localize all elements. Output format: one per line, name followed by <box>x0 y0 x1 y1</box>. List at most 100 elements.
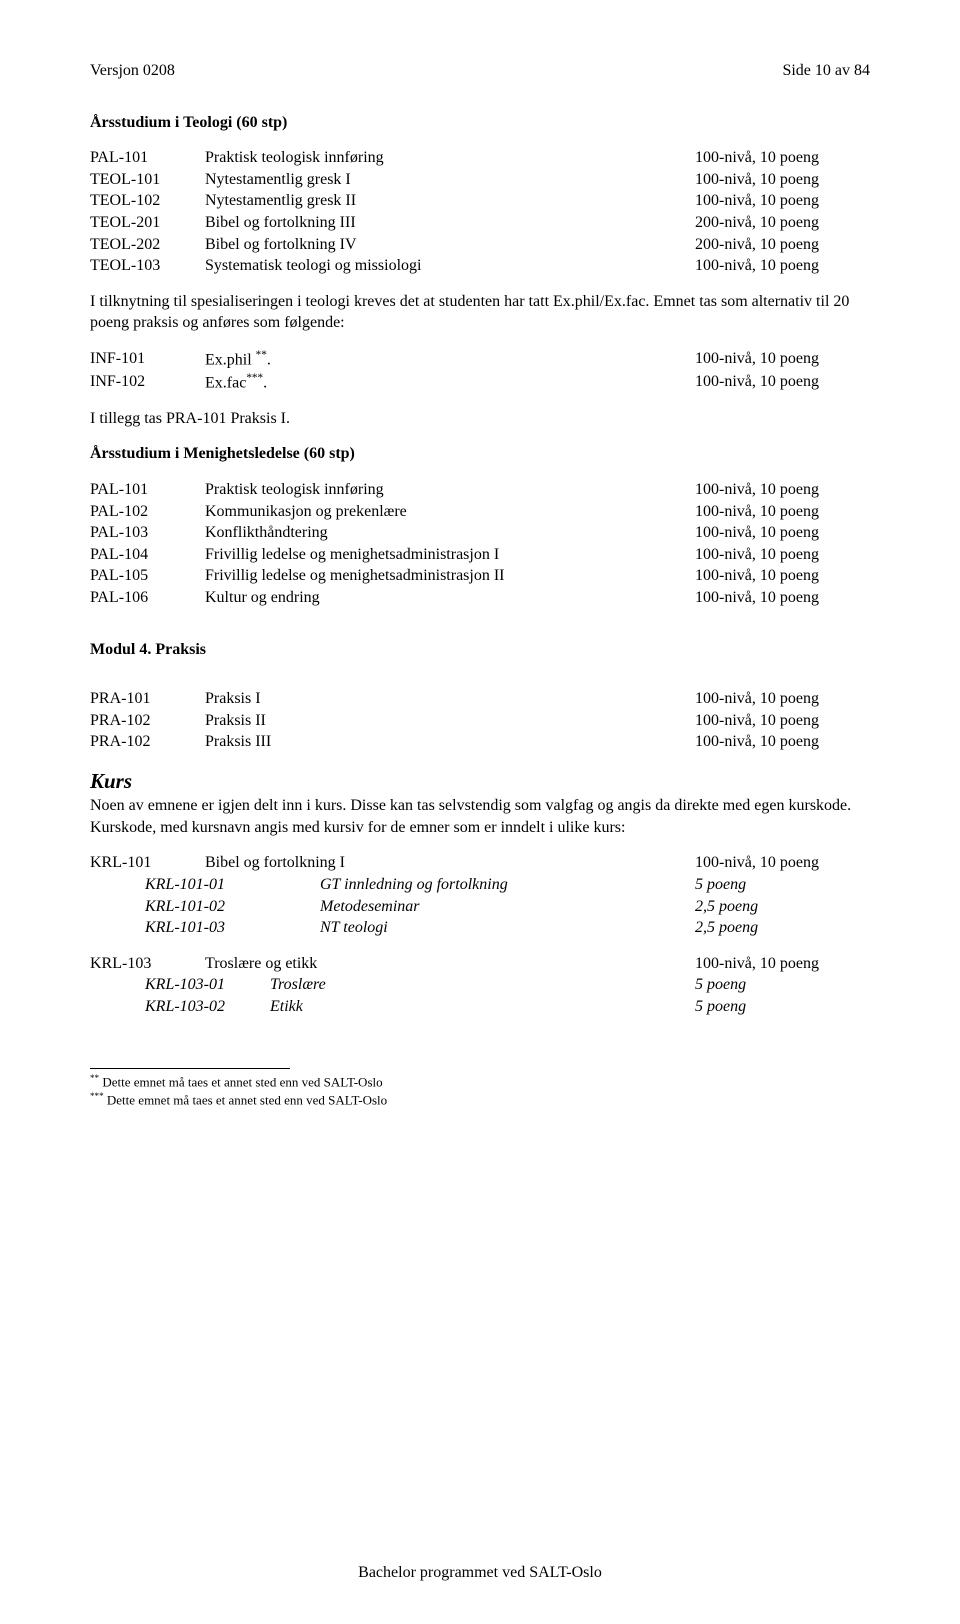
table-row: INF-102 Ex.fac***. 100-nivå, 10 poeng <box>90 371 870 394</box>
course-name: Etikk <box>270 996 695 1018</box>
course-name: Troslære <box>270 974 695 996</box>
table-row: KRL-101-03 NT teologi2,5 poeng <box>90 917 870 939</box>
punct: . <box>263 374 267 391</box>
course-code: KRL-101-01 <box>145 874 260 896</box>
course-name: Ex.fac***. <box>205 371 695 394</box>
course-code: KRL-101-02 <box>145 896 260 918</box>
course-code: PAL-106 <box>90 587 205 609</box>
course-name-text: Ex.fac <box>205 374 246 391</box>
kurs-title: Kurs <box>90 767 870 795</box>
course-points: 100-nivå, 10 poeng <box>695 147 870 169</box>
section1-table: PAL-101Praktisk teologisk innføring100-n… <box>90 147 870 277</box>
footnote-2: *** Dette emnet må taes et annet sted en… <box>90 1091 870 1109</box>
course-points: 200-nivå, 10 poeng <box>695 234 870 256</box>
course-points: 100-nivå, 10 poeng <box>695 479 870 501</box>
course-points: 2,5 poeng <box>695 917 870 939</box>
course-points: 100-nivå, 10 poeng <box>695 731 870 753</box>
table-row: KRL-101-01GT innledning og fortolkning5 … <box>90 874 870 896</box>
table-row: KRL-103Troslære og etikk100-nivå, 10 poe… <box>90 953 870 975</box>
table-row: KRL-101-02Metodeseminar2,5 poeng <box>90 896 870 918</box>
course-points: 200-nivå, 10 poeng <box>695 212 870 234</box>
footnote-marker: *** <box>90 1091 104 1101</box>
course-code: KRL-103-01 <box>145 974 260 996</box>
course-code: PRA-102 <box>90 710 205 732</box>
course-code: KRL-103-02 <box>145 996 260 1018</box>
section1-paragraph: I tilknytning til spesialiseringen i teo… <box>90 291 870 334</box>
section1-paragraph2: I tillegg tas PRA-101 Praksis I. <box>90 408 870 430</box>
course-code: PAL-101 <box>90 479 205 501</box>
course-name: Frivillig ledelse og menighetsadministra… <box>205 544 695 566</box>
course-points: 100-nivå, 10 poeng <box>695 501 870 523</box>
course-code: KRL-103 <box>90 953 205 975</box>
course-points: 100-nivå, 10 poeng <box>695 348 870 371</box>
course-points: 100-nivå, 10 poeng <box>695 522 870 544</box>
header-page: Side 10 av 84 <box>782 60 870 82</box>
kurs-block1: KRL-101Bibel og fortolkning I100-nivå, 1… <box>90 852 870 938</box>
course-name: Kultur og endring <box>205 587 695 609</box>
course-name: Praksis II <box>205 710 695 732</box>
course-points: 100-nivå, 10 poeng <box>695 710 870 732</box>
table-row: TEOL-202Bibel og fortolkning IV200-nivå,… <box>90 234 870 256</box>
course-code: INF-102 <box>90 371 205 394</box>
table-row: PAL-104Frivillig ledelse og menighetsadm… <box>90 544 870 566</box>
course-name: Praksis I <box>205 688 695 710</box>
page-footer: Bachelor programmet ved SALT-Oslo <box>0 1562 960 1584</box>
course-name: Nytestamentlig gresk I <box>205 169 695 191</box>
table-row: KRL-103-01 Troslære5 poeng <box>90 974 870 996</box>
course-points: 5 poeng <box>695 874 870 896</box>
footnote-text: Dette emnet må taes et annet sted enn ve… <box>104 1092 388 1107</box>
course-name: Frivillig ledelse og menighetsadministra… <box>205 565 695 587</box>
section1-table2: INF-101 Ex.phil **. 100-nivå, 10 poeng I… <box>90 348 870 394</box>
course-code: KRL-101-03 <box>145 917 260 939</box>
table-row: PRA-102Praksis II100-nivå, 10 poeng <box>90 710 870 732</box>
footnote-ref: *** <box>246 372 263 384</box>
course-code: PAL-101 <box>90 147 205 169</box>
footnote-1: ** Dette emnet må taes et annet sted enn… <box>90 1073 870 1091</box>
course-code: PRA-101 <box>90 688 205 710</box>
table-row: PRA-101Praksis I100-nivå, 10 poeng <box>90 688 870 710</box>
section3-title: Modul 4. Praksis <box>90 639 870 661</box>
course-points: 100-nivå, 10 poeng <box>695 852 870 874</box>
course-code: INF-101 <box>90 348 205 371</box>
table-row: TEOL-101Nytestamentlig gresk I100-nivå, … <box>90 169 870 191</box>
page-header: Versjon 0208 Side 10 av 84 <box>90 60 870 82</box>
header-version: Versjon 0208 <box>90 60 175 82</box>
course-points: 2,5 poeng <box>695 896 870 918</box>
course-code: PAL-105 <box>90 565 205 587</box>
course-points: 5 poeng <box>695 996 870 1018</box>
course-name: Praktisk teologisk innføring <box>205 147 695 169</box>
course-points: 100-nivå, 10 poeng <box>695 688 870 710</box>
course-points: 5 poeng <box>695 974 870 996</box>
section2-title: Årsstudium i Menighetsledelse (60 stp) <box>90 443 870 465</box>
punct: . <box>267 351 271 368</box>
course-name: Konflikthåndtering <box>205 522 695 544</box>
course-code: TEOL-202 <box>90 234 205 256</box>
course-name: Praktisk teologisk innføring <box>205 479 695 501</box>
section1-title: Årsstudium i Teologi (60 stp) <box>90 112 870 134</box>
course-code: TEOL-103 <box>90 255 205 277</box>
table-row: INF-101 Ex.phil **. 100-nivå, 10 poeng <box>90 348 870 371</box>
course-code: PRA-102 <box>90 731 205 753</box>
course-name: Nytestamentlig gresk II <box>205 190 695 212</box>
table-row: TEOL-103Systematisk teologi og missiolog… <box>90 255 870 277</box>
course-code: TEOL-102 <box>90 190 205 212</box>
course-points: 100-nivå, 10 poeng <box>695 544 870 566</box>
course-code: TEOL-201 <box>90 212 205 234</box>
course-points: 100-nivå, 10 poeng <box>695 371 870 394</box>
course-name: Ex.phil **. <box>205 348 695 371</box>
course-points: 100-nivå, 10 poeng <box>695 255 870 277</box>
course-code: PAL-103 <box>90 522 205 544</box>
table-row: PRA-102Praksis III100-nivå, 10 poeng <box>90 731 870 753</box>
section2-table: PAL-101Praktisk teologisk innføring100-n… <box>90 479 870 609</box>
table-row: KRL-103-02 Etikk5 poeng <box>90 996 870 1018</box>
course-code: PAL-102 <box>90 501 205 523</box>
table-row: PAL-102Kommunikasjon og prekenlære100-ni… <box>90 501 870 523</box>
course-code: TEOL-101 <box>90 169 205 191</box>
footnote-text: Dette emnet må taes et annet sted enn ve… <box>99 1074 383 1089</box>
course-name: NT teologi <box>320 917 695 939</box>
table-row: TEOL-102Nytestamentlig gresk II100-nivå,… <box>90 190 870 212</box>
footnote-separator <box>90 1068 290 1069</box>
table-row: KRL-101Bibel og fortolkning I100-nivå, 1… <box>90 852 870 874</box>
course-name: Bibel og fortolkning IV <box>205 234 695 256</box>
course-name: Praksis III <box>205 731 695 753</box>
